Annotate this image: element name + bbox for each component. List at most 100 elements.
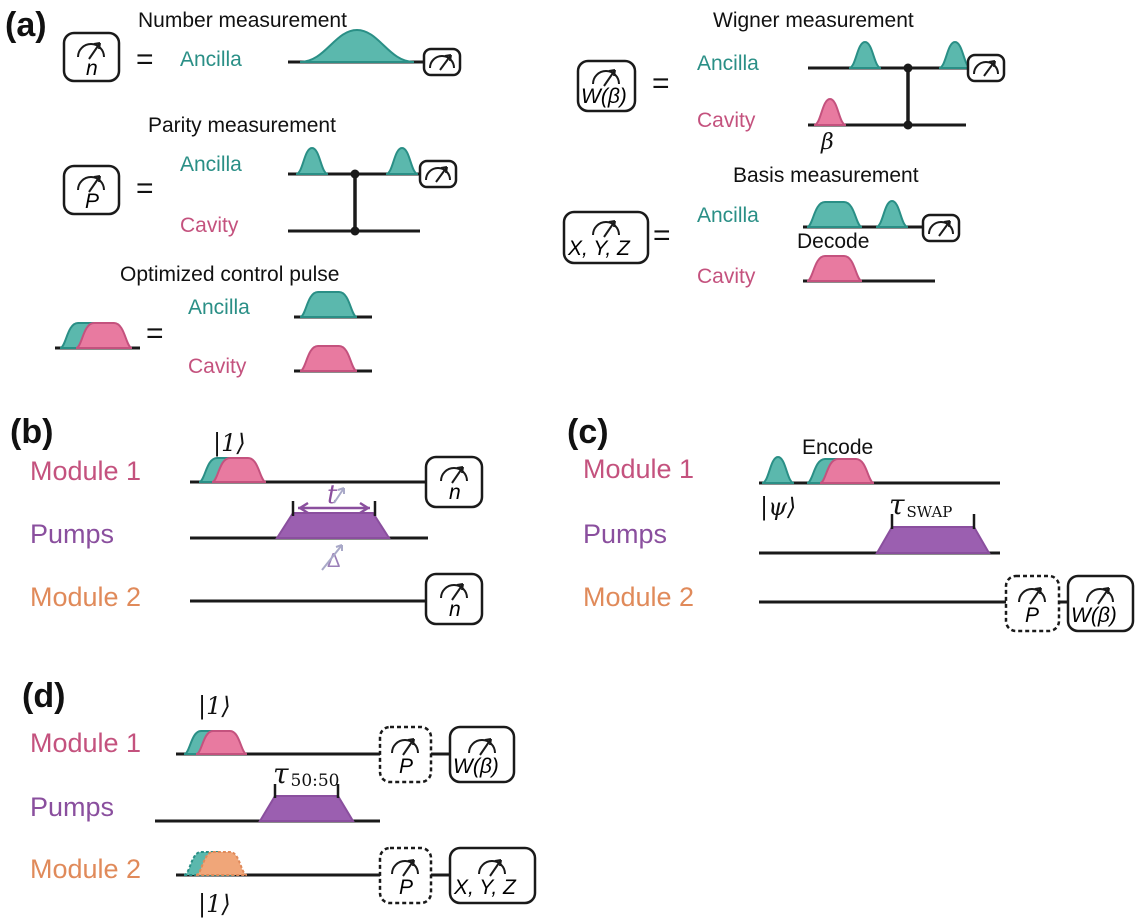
ancilla-label: Ancilla xyxy=(180,153,242,176)
number-measurement-title: Number measurement xyxy=(138,9,347,32)
ancilla-pulse xyxy=(938,40,972,69)
beamsplitter-pump-pulse xyxy=(258,795,355,822)
panel-b-label: (b) xyxy=(10,413,53,451)
n-symbol: n xyxy=(449,481,461,504)
xyz-symbol: X, Y, Z xyxy=(567,237,631,260)
parity-meter-box-dashed: P xyxy=(1004,574,1061,633)
equals-sign: = xyxy=(653,219,671,252)
n-symbol: n xyxy=(86,57,98,80)
encode-label: Encode xyxy=(802,436,873,459)
delta-symbol: Δ xyxy=(327,550,340,572)
wigner-meter-box: W(β) xyxy=(448,725,516,784)
w-beta-symbol: W(β) xyxy=(453,755,499,778)
cavity-label: Cavity xyxy=(697,109,756,132)
parity-meter-box-dashed: P xyxy=(378,846,433,905)
sweep-arrow xyxy=(333,487,345,504)
decode-cavity-pulse xyxy=(806,255,863,282)
wide-ancilla-pulse xyxy=(299,28,415,63)
ancilla-pulse xyxy=(385,146,419,175)
w-beta-symbol: W(β) xyxy=(1071,604,1117,627)
beta-symbol: β xyxy=(820,130,834,155)
module2-pulse-dashed xyxy=(195,851,248,876)
wigner-measurement-title: Wigner measurement xyxy=(713,9,914,32)
decode-label: Decode xyxy=(797,230,869,253)
t-symbol: t xyxy=(327,480,338,510)
control-dot xyxy=(350,169,360,179)
ancilla-pulse xyxy=(295,146,329,175)
cavity-label: Cavity xyxy=(180,214,239,237)
wigner-meter-box: W(β) xyxy=(576,59,637,113)
control-dot xyxy=(903,63,913,73)
pumps-label: Pumps xyxy=(30,519,114,549)
module1-label: Module 1 xyxy=(30,456,141,486)
cavity-pulse xyxy=(211,457,267,483)
measure-icon xyxy=(966,53,1006,83)
sweep-arrow xyxy=(321,544,343,571)
equals-sign: = xyxy=(136,172,154,205)
decode-ancilla-pulse xyxy=(806,201,863,228)
measure-icon xyxy=(422,47,462,77)
n-symbol: n xyxy=(449,598,461,621)
equals-sign: = xyxy=(652,67,670,100)
pump-pulse xyxy=(275,512,391,539)
basis-meter-box: X, Y, Z xyxy=(448,846,537,905)
panel-c-label: (c) xyxy=(567,413,609,451)
w-beta-symbol: W(β) xyxy=(581,85,627,108)
module2-label: Module 2 xyxy=(30,854,141,884)
ancilla-pulse xyxy=(848,40,882,69)
cavity-label: Cavity xyxy=(188,355,247,378)
ancilla-pulse xyxy=(299,291,358,318)
duration-arrowheads xyxy=(299,501,369,515)
parity-meter-box: P xyxy=(62,164,121,216)
ancilla-label: Ancilla xyxy=(697,204,759,227)
tau-5050-label: τ 50:50 xyxy=(273,757,340,791)
p-symbol: P xyxy=(399,876,413,899)
equals-sign: = xyxy=(146,317,164,350)
ancilla-pulse xyxy=(761,455,795,484)
number-meter-box: n xyxy=(424,572,484,626)
panel-a-label: (a) xyxy=(5,6,47,44)
module2-label: Module 2 xyxy=(583,582,694,612)
parity-measurement-title: Parity measurement xyxy=(148,114,336,137)
panel-d-label: (d) xyxy=(22,677,65,715)
ancilla-label: Ancilla xyxy=(188,296,250,319)
number-meter-box: n xyxy=(424,455,484,509)
module1-label: Module 1 xyxy=(583,454,694,484)
cavity-pulse xyxy=(195,730,248,755)
ket-one-label: |1⟩ xyxy=(198,890,231,919)
control-dot xyxy=(350,226,360,236)
pumps-label: Pumps xyxy=(30,792,114,822)
wigner-meter-box: W(β) xyxy=(1066,574,1135,633)
basis-meter-box: X, Y, Z xyxy=(562,210,650,265)
sweep-arrowhead xyxy=(335,544,343,551)
cavity-pulse xyxy=(75,322,133,349)
cavity-label: Cavity xyxy=(697,265,756,288)
p-symbol: P xyxy=(85,190,99,213)
equals-sign: = xyxy=(136,43,154,76)
ancilla-label: Ancilla xyxy=(180,48,242,71)
control-dot xyxy=(903,120,913,130)
basis-measurement-title: Basis measurement xyxy=(733,164,919,187)
measure-icon xyxy=(418,159,458,189)
pumps-label: Pumps xyxy=(583,519,667,549)
number-meter-box: n xyxy=(62,31,121,83)
displacement-pulse xyxy=(813,97,847,126)
xyz-symbol: X, Y, Z xyxy=(453,876,517,899)
ket-psi-label: |ψ⟩ xyxy=(760,493,796,522)
ancilla-pulse xyxy=(875,199,909,228)
ket-one-label: |1⟩ xyxy=(198,692,231,721)
sweep-arrowhead xyxy=(337,487,345,494)
parity-meter-box-dashed: P xyxy=(378,725,433,784)
ket-one-label: |1⟩ xyxy=(213,429,246,458)
cavity-pulse xyxy=(299,345,358,372)
swap-pump-pulse xyxy=(875,526,991,554)
encode-cavity-pulse xyxy=(819,458,875,484)
module1-label: Module 1 xyxy=(30,728,141,758)
measure-icon xyxy=(921,213,961,243)
p-symbol: P xyxy=(399,755,413,778)
tau-swap-label: τ SWAP xyxy=(889,488,952,521)
module2-label: Module 2 xyxy=(30,582,141,612)
p-symbol: P xyxy=(1025,604,1039,627)
optimized-pulse-title: Optimized control pulse xyxy=(120,263,339,286)
